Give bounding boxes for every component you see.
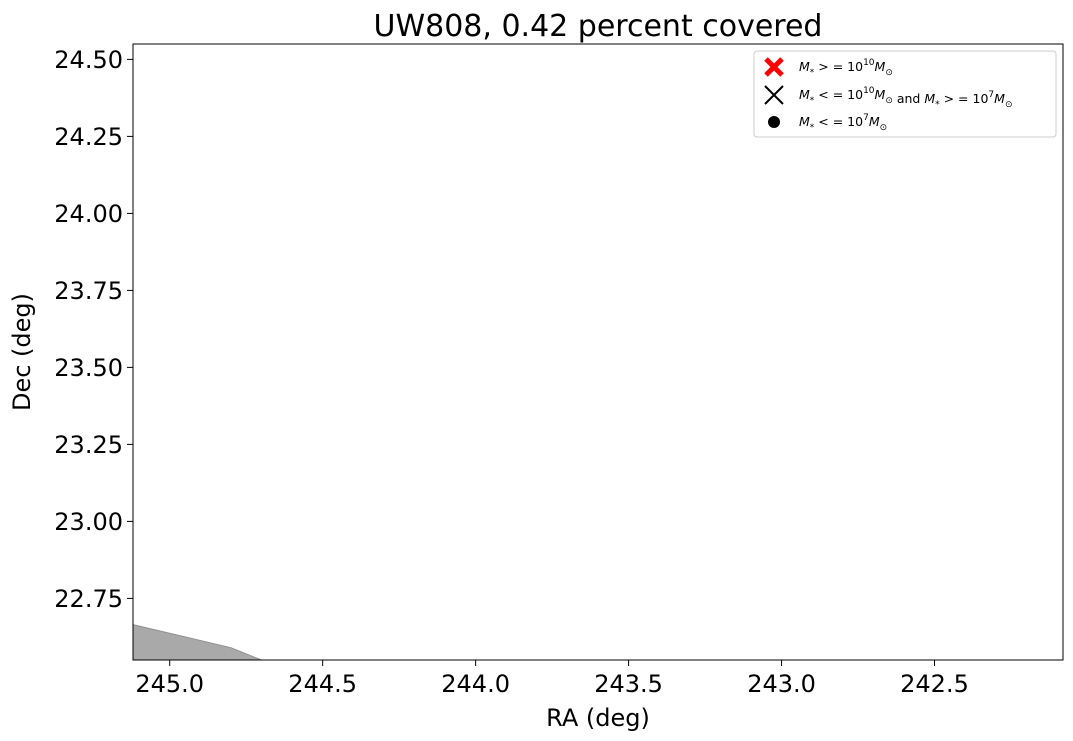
legend-item: M* < = 1010M⊙ and M* > = 107M⊙ [764, 85, 1013, 110]
x-tick-label: 244.5 [288, 670, 357, 698]
y-axis-label: Dec (deg) [8, 293, 36, 411]
legend-frame [753, 50, 1057, 138]
y-axis: 22.75 23.00 23.25 23.50 23.75 24.00 24.25 24.50 [54, 46, 133, 613]
legend-label: M* < = 1010M⊙ and M* > = 107M⊙ [799, 86, 1013, 110]
y-tick-label: 24.00 [54, 200, 123, 228]
legend-marker-dot [768, 116, 780, 128]
y-tick-label: 23.00 [54, 508, 123, 536]
plot-frame [132, 43, 1064, 661]
x-tick-label: 242.5 [900, 670, 969, 698]
x-tick-label: 244.0 [441, 670, 510, 698]
chart-title: UW808, 0.42 percent covered [374, 9, 823, 44]
x-tick-label: 245.0 [135, 670, 204, 698]
y-tick-label: 24.50 [54, 46, 123, 74]
x-axis: 245.0 244.5 244.0 243.5 243.0 242.5 [135, 660, 969, 698]
plot-area [132, 43, 1064, 661]
x-axis-label: RA (deg) [546, 704, 650, 732]
y-tick-label: 23.25 [54, 431, 123, 459]
legend-label: M* > = 1010M⊙ [799, 58, 893, 78]
y-tick-label: 24.25 [54, 123, 123, 151]
legend: M* > = 1010M⊙ M* < = 1010M⊙ and M* > = 10… [753, 50, 1057, 138]
y-tick-label: 22.75 [54, 585, 123, 613]
y-tick-label: 23.50 [54, 354, 123, 382]
coverage-polygon [133, 624, 262, 660]
legend-marker-bold-x [764, 57, 784, 77]
legend-item: M* > = 1010M⊙ [764, 57, 893, 78]
x-tick-label: 243.0 [747, 670, 816, 698]
legend-item: M* < = 107M⊙ [768, 113, 887, 133]
x-tick-label: 243.5 [594, 670, 663, 698]
legend-marker-x [764, 85, 784, 105]
legend-label: M* < = 107M⊙ [799, 113, 887, 133]
y-tick-label: 23.75 [54, 277, 123, 305]
